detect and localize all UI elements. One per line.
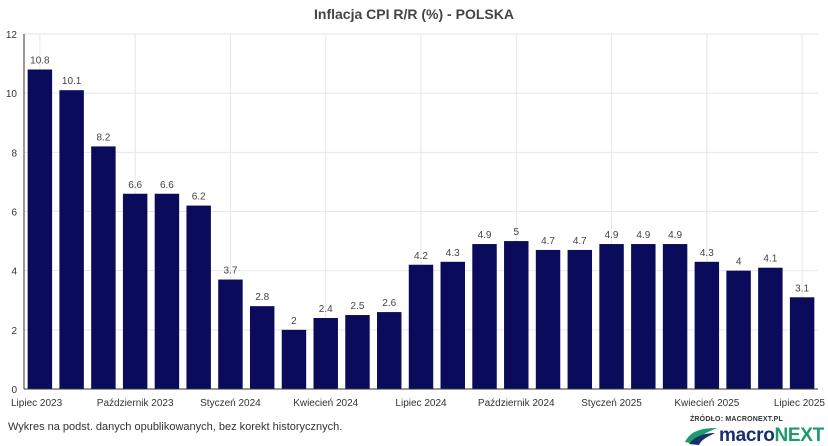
x-tick-label: Styczeń 2024 (200, 398, 261, 409)
data-label: 4.1 (763, 254, 777, 265)
macronext-logo: macroNEXT (683, 424, 824, 446)
data-label: 4 (736, 257, 742, 268)
y-tick-label: 4 (11, 267, 17, 278)
data-label: 4.9 (668, 230, 682, 241)
data-label: 4.7 (541, 236, 555, 247)
y-tick-label: 6 (11, 208, 17, 219)
data-label: 4.3 (446, 248, 460, 259)
bar (504, 241, 529, 389)
bar (631, 244, 656, 389)
data-label: 2.6 (382, 298, 396, 309)
data-label: 5 (513, 227, 519, 238)
bar (789, 297, 815, 389)
data-label: 4.9 (478, 230, 492, 241)
bar (345, 315, 370, 389)
bar (154, 193, 180, 389)
data-labels: 10.8 10.1 8.2 6.6 6.6 6.2 3.7 2.8 2 2.4 2.5 2.6 4.2 4… (30, 56, 809, 327)
data-label: 6.6 (128, 180, 142, 191)
bar (249, 306, 275, 389)
x-tick-label: Kwiecień 2024 (293, 398, 358, 409)
x-tick-label: Kwiecień 2025 (674, 398, 739, 409)
bar (377, 312, 402, 389)
logo-text-next: NEXT (774, 424, 825, 446)
footnote: Wykres na podst. danych opublikowanych, … (8, 421, 343, 433)
x-tick-label: Lipiec 2024 (395, 398, 447, 409)
bar (218, 279, 243, 389)
source-label: ŹRÓDŁO: MACRONEXT.PL (689, 416, 783, 423)
logo-mark-icon (684, 428, 717, 445)
axes: 0 2 4 6 8 10 12 Lipiec 2023 Październik 2023 Styc… (6, 30, 826, 409)
y-tick-label: 2 (11, 326, 17, 337)
data-label: 4.3 (700, 248, 714, 259)
bar (91, 146, 116, 389)
bar (122, 193, 148, 389)
y-tick-label: 12 (6, 30, 18, 41)
data-label: 8.2 (96, 132, 110, 143)
data-label: 10.8 (30, 56, 50, 67)
bar (694, 261, 720, 389)
bar (281, 329, 307, 389)
data-label: 2.5 (351, 301, 365, 312)
y-tick-label: 8 (11, 148, 17, 159)
logo-text-macro: macro (718, 424, 775, 446)
data-label: 6.6 (160, 180, 174, 191)
data-label: 4.9 (605, 230, 619, 241)
bar (440, 261, 465, 389)
y-tick-label: 0 (11, 385, 17, 396)
bar (59, 90, 84, 389)
data-label: 2 (291, 316, 297, 327)
data-label: 10.1 (62, 76, 82, 87)
data-label: 6.2 (192, 192, 206, 203)
x-tick-label: Lipiec 2025 (774, 398, 826, 409)
data-label: 4.9 (636, 230, 650, 241)
bar (662, 244, 688, 389)
data-label: 4.7 (573, 236, 587, 247)
bar (567, 249, 593, 389)
x-tick-label: Październik 2024 (478, 398, 555, 409)
data-label: 3.7 (223, 266, 237, 277)
x-tick-label: Lipiec 2023 (11, 398, 63, 409)
data-label: 4.2 (414, 251, 428, 262)
bar (726, 270, 751, 389)
x-tick-label: Październik 2023 (97, 398, 174, 409)
y-tick-label: 10 (6, 89, 18, 100)
data-label: 2.8 (255, 292, 269, 303)
bar (599, 244, 624, 389)
data-label: 3.1 (795, 283, 809, 294)
bar (758, 267, 783, 389)
bars (27, 69, 815, 389)
bar (408, 264, 434, 389)
bar (472, 244, 497, 389)
x-tick-label: Styczeń 2025 (581, 398, 642, 409)
bar (535, 249, 561, 389)
chart-title: Inflacja CPI R/R (%) - POLSKA (314, 6, 514, 22)
data-label: 2.4 (319, 304, 333, 315)
bar (186, 205, 211, 389)
bar (313, 318, 338, 389)
bar (27, 69, 53, 389)
